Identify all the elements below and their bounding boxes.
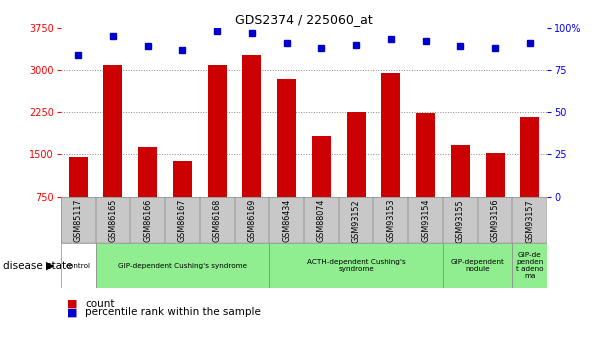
- Text: ■: ■: [67, 299, 77, 308]
- Text: ACTH-dependent Cushing's
syndrome: ACTH-dependent Cushing's syndrome: [307, 259, 406, 272]
- Text: control: control: [66, 263, 91, 269]
- Text: GSM93156: GSM93156: [491, 199, 500, 243]
- Text: GIP-de
penden
t adeno
ma: GIP-de penden t adeno ma: [516, 252, 544, 279]
- Bar: [207, 65, 227, 197]
- Text: GSM93152: GSM93152: [351, 199, 361, 243]
- Bar: [235, 197, 269, 243]
- Bar: [269, 197, 304, 243]
- Bar: [61, 243, 95, 288]
- Text: GSM86165: GSM86165: [108, 199, 117, 242]
- Bar: [408, 197, 443, 243]
- Text: GSM85117: GSM85117: [74, 199, 83, 243]
- Bar: [304, 197, 339, 243]
- Text: GSM86166: GSM86166: [143, 199, 152, 242]
- Bar: [200, 197, 235, 243]
- Text: disease state: disease state: [3, 261, 72, 270]
- Bar: [165, 197, 200, 243]
- Bar: [61, 197, 95, 243]
- Text: count: count: [85, 299, 115, 308]
- Bar: [478, 197, 513, 243]
- Bar: [513, 197, 547, 243]
- Text: GSM86168: GSM86168: [213, 199, 222, 242]
- Bar: [373, 197, 408, 243]
- Bar: [443, 197, 478, 243]
- Bar: [416, 113, 435, 197]
- Text: GSM88074: GSM88074: [317, 199, 326, 242]
- Bar: [103, 65, 122, 197]
- Bar: [138, 147, 157, 197]
- Bar: [277, 79, 296, 197]
- Text: GSM86167: GSM86167: [178, 199, 187, 242]
- Bar: [513, 243, 547, 288]
- Text: percentile rank within the sample: percentile rank within the sample: [85, 307, 261, 317]
- Bar: [243, 55, 261, 197]
- Bar: [486, 153, 505, 197]
- Text: GSM93155: GSM93155: [456, 199, 465, 243]
- Text: GSM93154: GSM93154: [421, 199, 430, 243]
- Bar: [312, 136, 331, 197]
- Bar: [269, 243, 443, 288]
- Title: GDS2374 / 225060_at: GDS2374 / 225060_at: [235, 13, 373, 27]
- Bar: [381, 73, 401, 197]
- Bar: [520, 117, 539, 197]
- Text: GIP-dependent
nodule: GIP-dependent nodule: [451, 259, 505, 272]
- Text: ▶: ▶: [46, 261, 55, 270]
- Bar: [173, 161, 192, 197]
- Bar: [443, 243, 513, 288]
- Text: GSM93157: GSM93157: [525, 199, 534, 243]
- Bar: [69, 157, 88, 197]
- Text: ■: ■: [67, 307, 77, 317]
- Text: GSM86434: GSM86434: [282, 199, 291, 242]
- Text: GIP-dependent Cushing's syndrome: GIP-dependent Cushing's syndrome: [118, 263, 247, 269]
- Bar: [130, 197, 165, 243]
- Bar: [451, 145, 470, 197]
- Bar: [339, 197, 373, 243]
- Text: GSM93153: GSM93153: [386, 199, 395, 243]
- Bar: [95, 243, 269, 288]
- Text: GSM86169: GSM86169: [247, 199, 257, 242]
- Bar: [347, 112, 365, 197]
- Bar: [95, 197, 130, 243]
